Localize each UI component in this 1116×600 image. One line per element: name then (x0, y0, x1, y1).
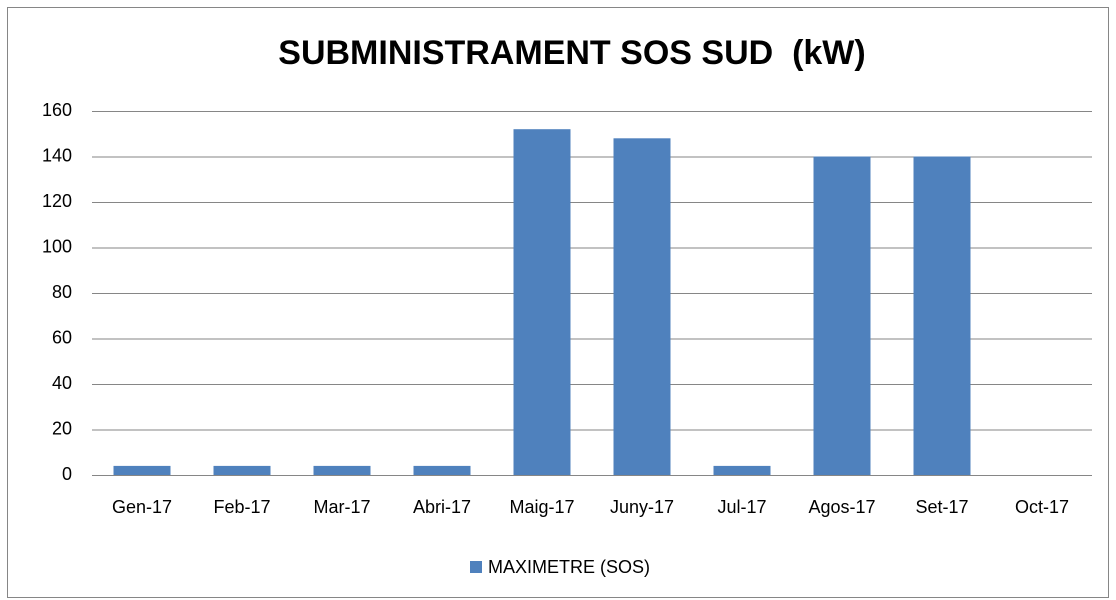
bar (813, 156, 871, 475)
x-tick-label: Maig-17 (509, 497, 574, 517)
x-tick-label: Set-17 (915, 497, 968, 517)
x-tick-label: Juny-17 (610, 497, 674, 517)
x-tick-label: Jul-17 (717, 497, 766, 517)
legend-swatch (470, 561, 482, 573)
y-tick-label: 80 (52, 282, 72, 302)
x-tick-label: Oct-17 (1015, 497, 1069, 517)
y-tick-label: 160 (42, 100, 72, 120)
x-tick-label: Abri-17 (413, 497, 471, 517)
bar (413, 465, 471, 475)
bar (913, 156, 971, 475)
y-tick-label: 140 (42, 145, 72, 165)
bar (113, 465, 171, 475)
x-tick-label: Agos-17 (808, 497, 875, 517)
x-tick-label: Gen-17 (112, 497, 172, 517)
bar (713, 465, 771, 475)
bar (213, 465, 271, 475)
x-tick-label: Feb-17 (213, 497, 270, 517)
bar (313, 465, 371, 475)
y-tick-label: 60 (52, 327, 72, 347)
legend-label: MAXIMETRE (SOS) (488, 557, 650, 577)
y-tick-label: 100 (42, 236, 72, 256)
chart-title: SUBMINISTRAMENT SOS SUD (kW) (278, 34, 865, 72)
bar (513, 129, 571, 475)
x-tick-label: Mar-17 (313, 497, 370, 517)
y-tick-label: 20 (52, 418, 72, 438)
bar (613, 138, 671, 476)
y-tick-label: 40 (52, 373, 72, 393)
y-tick-label: 0 (62, 464, 72, 484)
y-tick-label: 120 (42, 191, 72, 211)
